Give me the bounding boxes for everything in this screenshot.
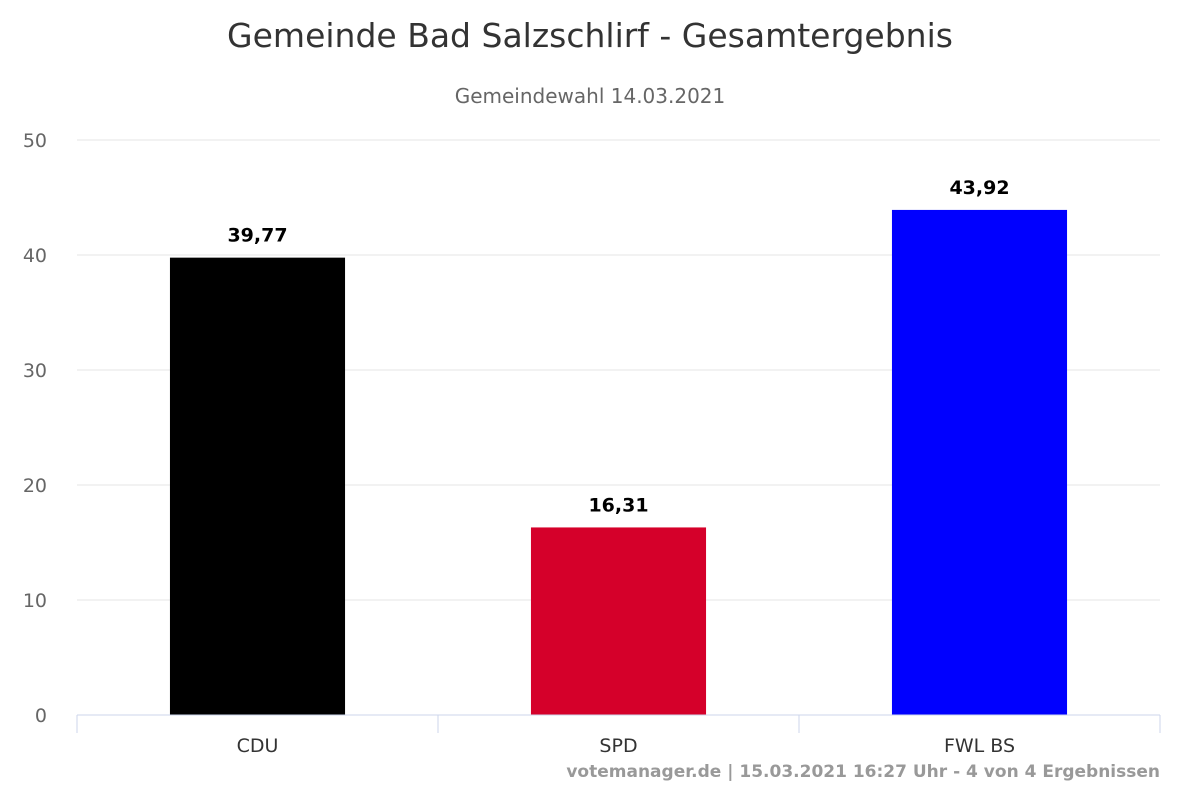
y-axis-ticks: 0 10 20 30 40 50: [23, 130, 47, 727]
y-tick-label: 50: [23, 130, 47, 152]
data-label: 43,92: [949, 177, 1009, 199]
bar-spd: [530, 527, 707, 715]
data-label: 39,77: [227, 225, 287, 247]
x-tick-label: SPD: [599, 735, 637, 757]
y-tick-label: 20: [23, 475, 47, 497]
y-tick-label: 40: [23, 245, 47, 267]
y-tick-label: 30: [23, 360, 47, 382]
credits[interactable]: votemanager.de | 15.03.2021 16:27 Uhr - …: [566, 762, 1160, 782]
y-tick-label: 10: [23, 590, 47, 612]
data-labels: 39,77 16,31 43,92: [227, 177, 1009, 517]
x-tick-label: FWL BS: [944, 735, 1015, 757]
y-tick-label: 0: [35, 705, 47, 727]
chart-subtitle: Gemeindewahl 14.03.2021: [455, 84, 726, 108]
bars: [169, 209, 1068, 716]
data-label: 16,31: [588, 494, 648, 516]
bar-fwl-bs: [891, 209, 1068, 716]
bar-cdu: [169, 257, 346, 715]
chart-title: Gemeinde Bad Salzschlirf - Gesamtergebni…: [227, 16, 953, 55]
x-tick-label: CDU: [237, 735, 279, 757]
x-axis: CDU SPD FWL BS: [76, 714, 1161, 757]
